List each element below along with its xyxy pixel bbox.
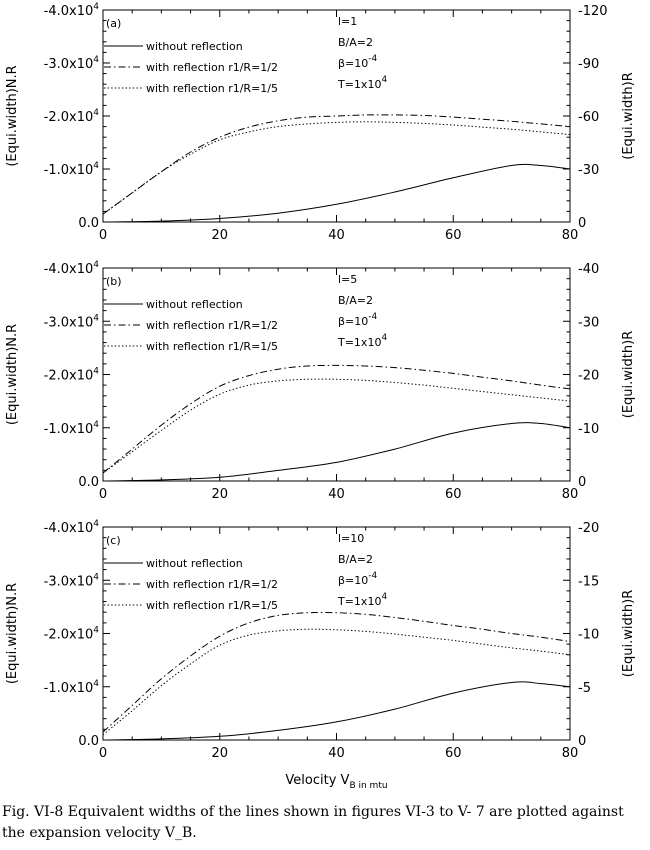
- y-right-tick-label: -30: [578, 315, 599, 330]
- parameter-label: B/A=2: [338, 294, 373, 307]
- legend-label: without reflection: [146, 298, 243, 311]
- series-line-dashdot: [102, 611, 571, 733]
- y-right-axis-title: (Equi.width)R: [621, 590, 636, 677]
- x-tick-label: 20: [211, 487, 228, 502]
- y-left-tick-label: -1.0x104: [44, 420, 100, 437]
- series-line-dotted: [102, 628, 571, 736]
- series-line-dotted: [102, 121, 571, 215]
- y-right-tick-label: -60: [578, 110, 599, 125]
- x-tick-label: 40: [328, 746, 345, 761]
- parameter-label: β=10-4: [338, 54, 377, 70]
- y-left-tick-label: -2.0x104: [44, 626, 100, 643]
- y-right-tick-label: -20: [578, 369, 599, 384]
- parameter-label: l=10: [338, 532, 364, 545]
- parameter-label: T=1x104: [337, 592, 387, 608]
- legend-label: with reflection r1/R=1/2: [146, 578, 278, 591]
- parameter-label: T=1x104: [337, 333, 387, 349]
- figure-caption: Fig. VI-8 Equivalent widths of the lines…: [2, 802, 648, 844]
- y-left-axis-title: (Equi.width)N.R: [5, 583, 20, 684]
- panel-c: 0 20 40 60 80 0.0 -1.0x104 -2.0x104 -3.0x104 -4.0…: [5, 519, 636, 761]
- x-tick-label: 0: [99, 228, 107, 243]
- legend-label: with reflection r1/R=1/2: [146, 319, 278, 332]
- x-tick-label: 20: [211, 228, 228, 243]
- y-left-axis-title: (Equi.width)N.R: [5, 324, 20, 425]
- parameter-label: B/A=2: [338, 36, 373, 49]
- y-left-tick-label: -3.0x104: [44, 55, 100, 72]
- y-right-tick-label: -90: [578, 57, 599, 72]
- x-tick-label: 60: [445, 228, 462, 243]
- y-left-tick-label: 0.0: [78, 216, 99, 231]
- series-line-dotted: [102, 378, 571, 474]
- panel-label: (b): [106, 275, 122, 288]
- y-right-tick-label: -20: [578, 521, 599, 536]
- y-left-tick-label: 0.0: [78, 734, 99, 749]
- caption-line-1: Fig. VI-8 Equivalent widths of the lines…: [2, 804, 624, 820]
- x-tick-label: 40: [328, 487, 345, 502]
- x-tick-label: 80: [562, 228, 579, 243]
- legend-label: with reflection r1/R=1/2: [146, 61, 278, 74]
- equivalent-width-figure: 0 20 40 60 80 0.0 -1.0x104 -2.0x104 -3.0x104 -4.0…: [5, 2, 636, 791]
- series-line-dashdot: [102, 114, 571, 215]
- parameter-label: T=1x104: [337, 75, 387, 91]
- x-tick-label: 60: [445, 746, 462, 761]
- y-right-axis-title: (Equi.width)R: [621, 331, 636, 418]
- x-tick-label: 60: [445, 487, 462, 502]
- series-line-solid: [102, 163, 571, 223]
- legend-label: with reflection r1/R=1/5: [146, 599, 278, 612]
- y-left-tick-label: 0.0: [78, 475, 99, 490]
- x-tick-label: 80: [562, 746, 579, 761]
- panel-label: (a): [106, 17, 121, 30]
- series-line-solid: [102, 422, 571, 482]
- parameter-label: B/A=2: [338, 553, 373, 566]
- y-right-tick-label: -30: [578, 163, 599, 178]
- y-left-tick-label: -4.0x104: [44, 260, 100, 277]
- y-right-tick-label: -10: [578, 422, 599, 437]
- x-tick-label: 0: [99, 746, 107, 761]
- y-right-tick-label: 0: [578, 216, 586, 231]
- y-right-tick-label: 0: [578, 475, 586, 490]
- y-left-tick-label: -1.0x104: [44, 679, 100, 696]
- y-left-tick-label: -2.0x104: [44, 108, 100, 125]
- y-right-tick-label: 0: [578, 734, 586, 749]
- series-line-dashdot: [102, 364, 571, 474]
- y-right-tick-label: -15: [578, 574, 599, 589]
- x-tick-label: 80: [562, 487, 579, 502]
- caption-line-2: the expansion velocity V_B.: [2, 825, 197, 841]
- legend-label: with reflection r1/R=1/5: [146, 340, 278, 353]
- series-line-solid: [102, 681, 571, 741]
- legend-label: without reflection: [146, 557, 243, 570]
- y-right-tick-label: -120: [578, 4, 608, 19]
- y-right-tick-label: -40: [578, 262, 599, 277]
- legend-label: with reflection r1/R=1/5: [146, 82, 278, 95]
- y-left-tick-label: -3.0x104: [44, 313, 100, 330]
- panel-b: 0 20 40 60 80 0.0 -1.0x104 -2.0x104 -3.0x104 -4.0…: [5, 260, 636, 502]
- y-left-tick-label: -3.0x104: [44, 572, 100, 589]
- panel-a: 0 20 40 60 80 0.0 -1.0x104 -2.0x104 -3.0x104 -4.0…: [5, 2, 636, 243]
- y-left-tick-label: -2.0x104: [44, 367, 100, 384]
- y-right-tick-label: -10: [578, 628, 599, 643]
- y-left-tick-label: -1.0x104: [44, 161, 100, 178]
- y-right-tick-label: -5: [578, 681, 591, 696]
- parameter-label: β=10-4: [338, 312, 377, 328]
- panel-label: (c): [106, 534, 121, 547]
- y-right-axis-title: (Equi.width)R: [621, 72, 636, 159]
- parameter-label: l=1: [338, 15, 357, 28]
- y-left-tick-label: -4.0x104: [44, 2, 100, 19]
- y-left-tick-label: -4.0x104: [44, 519, 100, 536]
- parameter-label: l=5: [338, 273, 357, 286]
- x-tick-label: 40: [328, 228, 345, 243]
- y-left-axis-title: (Equi.width)N.R: [5, 65, 20, 166]
- x-tick-label: 0: [99, 487, 107, 502]
- x-tick-label: 20: [211, 746, 228, 761]
- x-axis-title: Velocity VB in mtu: [285, 773, 387, 791]
- legend-label: without reflection: [146, 40, 243, 53]
- parameter-label: β=10-4: [338, 571, 377, 587]
